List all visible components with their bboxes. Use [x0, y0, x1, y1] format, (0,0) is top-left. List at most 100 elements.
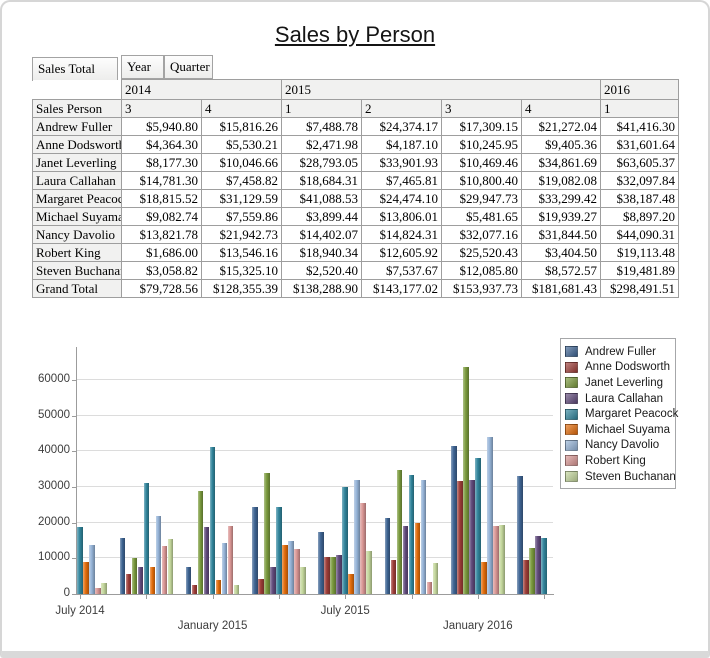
- bar-michael-suyama-2016-Q1: [481, 562, 487, 594]
- quarter-header-2[interactable]: 1: [281, 99, 362, 118]
- value-cell: $298,491.51: [600, 279, 679, 298]
- row-header-cell: Michael Suyama: [32, 207, 122, 226]
- legend-item-laura-callahan: Laura Callahan: [565, 391, 671, 407]
- legend-item-michael-suyama: Michael Suyama: [565, 422, 671, 438]
- bar-margaret-peacock-2015-Q3: [342, 487, 348, 594]
- legend-label: Margaret Peacock: [585, 408, 679, 421]
- bar-nancy-davolio-2015-Q1: [221, 542, 228, 594]
- bar-robert-king-2014-Q4: [161, 545, 168, 594]
- y-tick-50000: [72, 415, 76, 417]
- bar-andrew-fuller-2016-Q2-(clipped): [517, 476, 523, 594]
- value-cell: $5,530.21: [201, 135, 282, 154]
- legend-swatch-icon: [565, 361, 578, 373]
- legend-item-anne-dodsworth: Anne Dodsworth: [565, 360, 671, 376]
- year-header-2016[interactable]: 2016: [600, 79, 679, 100]
- bar-andrew-fuller-2015-Q1: [185, 567, 192, 594]
- column-field-quarter-button[interactable]: Quarter: [164, 55, 213, 79]
- bar-margaret-peacock-2016-Q2-(clipped): [541, 537, 547, 594]
- bar-steven-buchanan-2015-Q4: [432, 563, 439, 594]
- value-cell: $4,364.30: [121, 135, 202, 154]
- value-cell: $138,288.90: [281, 279, 362, 298]
- bar-laura-callahan-2015-Q1: [203, 527, 210, 594]
- value-cell: $15,816.26: [201, 117, 282, 136]
- bar-anne-dodsworth-2015-Q1: [191, 585, 198, 594]
- y-tick-label-40000: 40000: [38, 444, 70, 457]
- bar-anne-dodsworth-2015-Q3: [324, 557, 330, 594]
- bar-robert-king-2015-Q2: [294, 549, 300, 594]
- quarter-header-5[interactable]: 4: [521, 99, 601, 118]
- x-tick-7: [544, 595, 546, 599]
- table-row: Nancy Davolio $13,821.78 $21,942.73 $14,402…: [32, 225, 679, 244]
- value-cell: $18,684.31: [281, 171, 362, 190]
- quarter-header-3[interactable]: 2: [361, 99, 442, 118]
- row-header-cell: Steven Buchanan: [32, 261, 122, 280]
- bar-steven-buchanan-2015-Q1: [233, 585, 240, 594]
- value-cell: $14,824.31: [361, 225, 442, 244]
- bar-margaret-peacock-2015-Q2: [276, 506, 282, 594]
- bar-janet-leverling-2015-Q1: [197, 491, 204, 594]
- data-field-sales-total[interactable]: Sales Total: [32, 57, 118, 81]
- value-cell: $5,940.80: [121, 117, 202, 136]
- y-tick-40000: [72, 451, 76, 453]
- quarter-header-4[interactable]: 3: [441, 99, 522, 118]
- value-cell: $21,272.04: [521, 117, 601, 136]
- quarter-header-0[interactable]: 3: [121, 99, 202, 118]
- legend-label: Laura Callahan: [585, 392, 664, 405]
- year-header-2014[interactable]: 2014: [121, 79, 282, 100]
- table-row: Andrew Fuller $5,940.80 $15,816.26 $7,488.7…: [32, 117, 679, 136]
- value-cell: $9,405.36: [521, 135, 601, 154]
- year-header-row: 2014 2015 2016: [32, 79, 679, 100]
- legend-label: Janet Leverling: [585, 376, 663, 389]
- column-field-year-button[interactable]: Year: [121, 55, 164, 79]
- value-cell: $153,937.73: [441, 279, 522, 298]
- y-tick-0: [72, 594, 76, 595]
- x-tick-0: [80, 595, 81, 599]
- quarter-header-6[interactable]: 1: [600, 99, 679, 118]
- legend-swatch-icon: [565, 346, 578, 358]
- quarter-header-1[interactable]: 4: [201, 99, 282, 118]
- bar-laura-callahan-2015-Q4: [402, 525, 409, 594]
- legend-swatch-icon: [565, 393, 578, 405]
- value-cell: $33,901.93: [361, 153, 442, 172]
- value-cell: $31,601.64: [600, 135, 679, 154]
- value-cell: $10,245.95: [441, 135, 522, 154]
- value-cell: $7,537.67: [361, 261, 442, 280]
- value-cell: $19,113.48: [600, 243, 679, 262]
- legend-item-janet-leverling: Janet Leverling: [565, 375, 671, 391]
- value-cell: $12,605.92: [361, 243, 442, 262]
- bar-andrew-fuller-2016-Q1: [451, 446, 457, 594]
- x-axis-line: [77, 594, 554, 595]
- value-cell: $3,404.50: [521, 243, 601, 262]
- value-cell: $19,082.08: [521, 171, 601, 190]
- row-header-cell: Laura Callahan: [32, 171, 122, 190]
- value-cell: $8,177.30: [121, 153, 202, 172]
- value-cell: $44,090.31: [600, 225, 679, 244]
- table-row: Michael Suyama $9,082.74 $7,559.86 $3,899.4…: [32, 207, 679, 226]
- x-tick-5: [411, 595, 413, 599]
- bar-nancy-davolio-2014-Q3: [89, 544, 95, 594]
- year-header-2015[interactable]: 2015: [281, 79, 601, 100]
- value-cell: $32,077.16: [441, 225, 522, 244]
- gridline-30000: [77, 486, 553, 487]
- legend-label: Andrew Fuller: [585, 345, 656, 358]
- bar-laura-callahan-2015-Q3: [336, 555, 342, 594]
- x-tick-label-july-2014: July 2014: [55, 605, 105, 617]
- bar-michael-suyama-2015-Q4: [414, 522, 421, 594]
- value-cell: $143,177.02: [361, 279, 442, 298]
- y-tick-label-0: 0: [63, 587, 70, 599]
- value-cell: $31,129.59: [201, 189, 282, 208]
- value-cell: $10,469.46: [441, 153, 522, 172]
- gridline-60000: [77, 379, 553, 380]
- bar-robert-king-2016-Q1: [493, 525, 499, 594]
- gridline-10000: [77, 557, 553, 559]
- y-tick-label-20000: 20000: [38, 515, 70, 528]
- bar-nancy-davolio-2015-Q4: [420, 480, 427, 594]
- bar-margaret-peacock-2014-Q4: [143, 482, 150, 594]
- y-tick-label-10000: 10000: [38, 551, 70, 564]
- x-tick-label-january-2016: January 2016: [442, 620, 513, 632]
- bar-anne-dodsworth-2015-Q4: [390, 560, 397, 594]
- sales-person-field-header[interactable]: Sales Person: [32, 99, 122, 118]
- bar-steven-buchanan-2014-Q4: [167, 539, 174, 594]
- table-row: Robert King $1,686.00 $13,546.16 $18,940.34…: [32, 243, 679, 262]
- bar-margaret-peacock-2015-Q1: [209, 447, 216, 594]
